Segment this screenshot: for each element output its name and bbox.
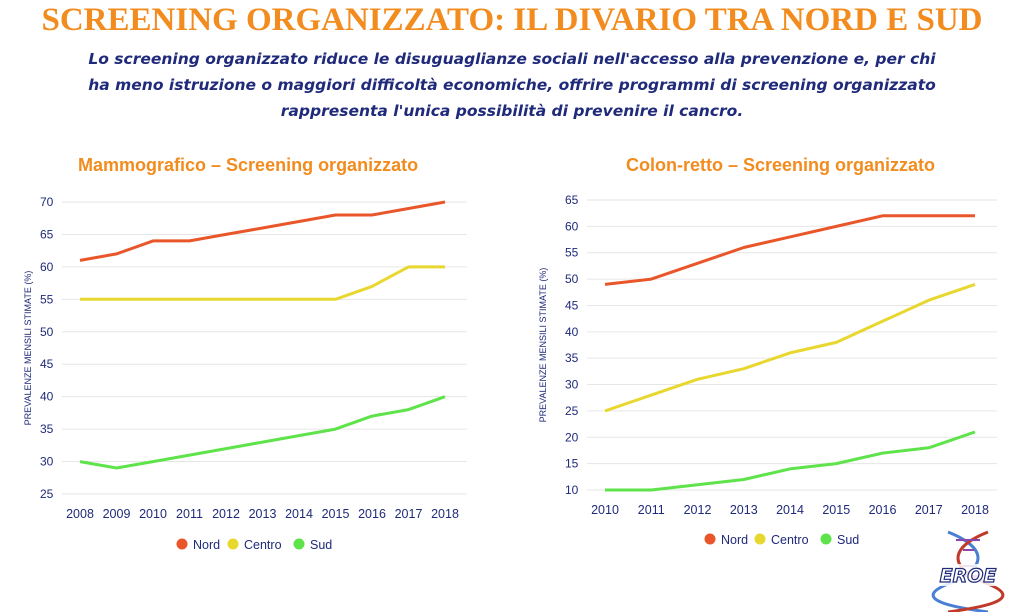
x-tick-label: 2016	[869, 503, 897, 517]
y-tick-label: 40	[565, 325, 579, 339]
y-axis-label: PREVALENZE MENSILI STIMATE (%)	[23, 271, 33, 426]
page-subtitle: Lo screening organizzato riduce le disug…	[10, 46, 1014, 124]
legend-marker-centro	[754, 533, 766, 545]
legend-marker-sud	[820, 533, 832, 545]
x-tick-label: 2015	[322, 507, 350, 521]
y-tick-label: 65	[565, 193, 579, 207]
y-tick-label: 10	[565, 483, 579, 497]
series-line-centro	[80, 265, 445, 301]
x-tick-label: 2014	[285, 507, 313, 521]
y-tick-label: 60	[40, 260, 54, 274]
x-tick-label: 2013	[730, 503, 758, 517]
x-tick-label: 2012	[684, 503, 712, 517]
page-title: SCREENING ORGANIZZATO: IL DIVARIO TRA NO…	[41, 2, 983, 38]
dna-helix-icon: EROE	[928, 530, 1008, 612]
x-tick-label: 2014	[776, 503, 804, 517]
x-tick-label: 2013	[249, 507, 277, 521]
y-tick-label: 65	[40, 227, 54, 241]
x-tick-label: 2018	[961, 503, 989, 517]
y-tick-label: 55	[565, 246, 579, 260]
y-tick-label: 45	[565, 298, 579, 312]
series-line-centro	[604, 282, 976, 413]
y-tick-label: 25	[40, 487, 54, 501]
y-axis-label: PREVALENZE MENSILI STIMATE (%)	[538, 268, 548, 423]
y-tick-label: 30	[40, 455, 54, 469]
y-tick-label: 35	[40, 422, 54, 436]
x-tick-label: 2015	[822, 503, 850, 517]
y-tick-label: 60	[565, 219, 579, 233]
series-line-sud	[605, 430, 976, 492]
chart-mammografico: 25 30 35 40 45 50 55 60 65 70 2008 2009 2010 2011 2012…	[23, 195, 467, 552]
y-tick-label: 70	[40, 195, 54, 209]
y-tick-label: 15	[565, 457, 579, 471]
subtitle-line-2: ha meno istruzione o maggiori difficoltà…	[88, 76, 936, 94]
y-tick-label: 25	[565, 404, 579, 418]
y-tick-label: 50	[40, 325, 54, 339]
chart-title-mammografico: Mammografico – Screening organizzato	[78, 155, 419, 175]
x-tick-label: 2009	[103, 507, 131, 521]
x-tick-label: 2017	[915, 503, 943, 517]
legend-label-nord: Nord	[193, 538, 220, 552]
x-tick-label: 2017	[395, 507, 423, 521]
logo-text: EROE	[940, 565, 997, 587]
series-line-nord	[604, 214, 975, 286]
y-tick-label: 55	[40, 292, 54, 306]
x-tick-label: 2016	[358, 507, 386, 521]
x-tick-label: 2010	[591, 503, 619, 517]
x-tick-label: 2012	[212, 507, 240, 521]
chart-title-colon-retto: Colon-retto – Screening organizzato	[626, 155, 936, 175]
x-tick-label: 2008	[66, 507, 94, 521]
series-line-sud	[79, 395, 446, 470]
subtitle-line-1: Lo screening organizzato riduce le disug…	[88, 50, 936, 68]
x-tick-label: 2018	[431, 507, 459, 521]
legend-label-sud: Sud	[837, 533, 859, 547]
legend-marker-sud	[293, 538, 305, 550]
legend-marker-nord	[176, 538, 188, 550]
y-tick-label: 40	[40, 390, 54, 404]
legend-label-sud: Sud	[310, 538, 332, 552]
y-tick-label: 20	[565, 430, 579, 444]
legend-label-centro: Centro	[771, 533, 809, 547]
legend-label-centro: Centro	[244, 538, 282, 552]
x-tick-label: 2011	[176, 507, 203, 521]
y-tick-label: 45	[40, 357, 54, 371]
x-tick-label: 2010	[139, 507, 167, 521]
legend-marker-nord	[704, 533, 716, 545]
y-tick-label: 50	[565, 272, 579, 286]
legend-label-nord: Nord	[721, 533, 748, 547]
y-tick-label: 35	[565, 351, 579, 365]
legend-marker-centro	[227, 538, 239, 550]
x-tick-label: 2011	[638, 503, 665, 517]
series-line-nord	[79, 200, 446, 262]
subtitle-line-3: rappresenta l'unica possibilità di preve…	[280, 102, 744, 120]
y-tick-label: 30	[565, 378, 579, 392]
